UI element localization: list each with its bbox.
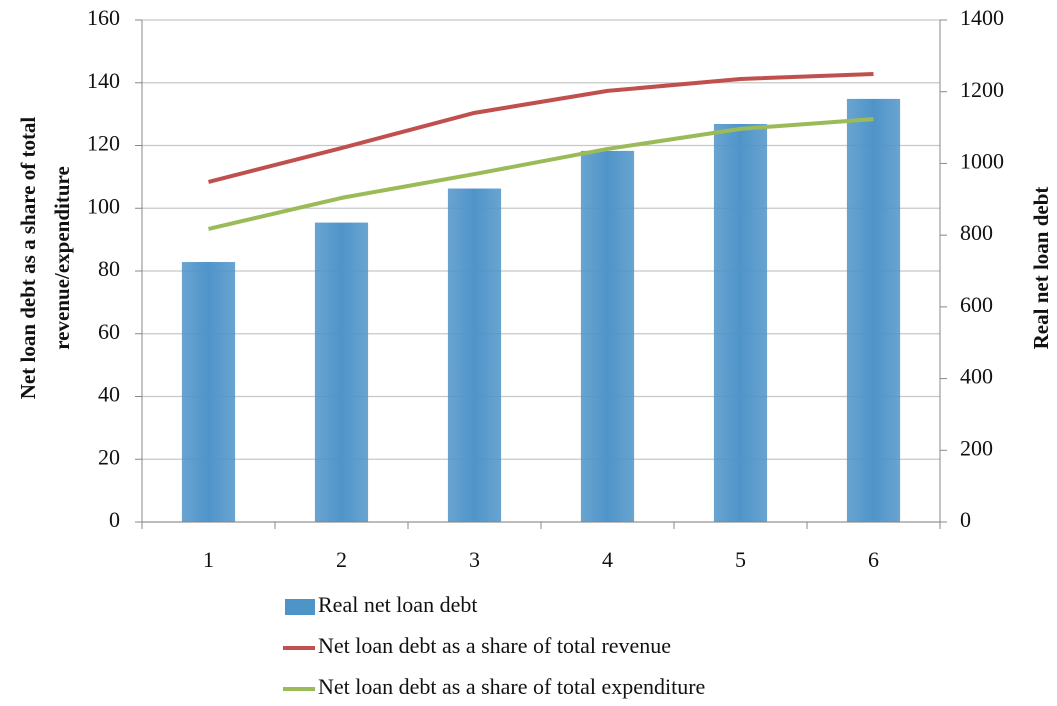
y-tick-label: 40 — [98, 382, 120, 407]
y-tick-label: 60 — [98, 319, 120, 344]
y2-tick-label: 0 — [960, 507, 971, 532]
x-tick-label: 2 — [336, 547, 347, 572]
bar — [580, 150, 635, 522]
y-tick-label: 80 — [98, 256, 120, 281]
legend-label: Net loan debt as a share of total expend… — [318, 674, 705, 699]
y2-tick-label: 400 — [960, 364, 993, 389]
y2-tick-label: 800 — [960, 220, 993, 245]
x-tick-label: 5 — [735, 547, 746, 572]
y2-tick-label: 600 — [960, 292, 993, 317]
y2-tick-label: 1200 — [960, 77, 1004, 102]
legend-swatch — [285, 599, 315, 615]
y-tick-label: 100 — [87, 193, 120, 218]
legend-label: Real net loan debt — [318, 592, 477, 617]
bar — [181, 262, 236, 522]
legend-label: Net loan debt as a share of total revenu… — [318, 633, 671, 658]
line — [208, 117, 874, 231]
x-tick-label: 4 — [602, 547, 613, 572]
y-axis-title: Net loan debt as a share of total — [16, 117, 40, 400]
line — [208, 71, 874, 184]
y2-axis-title: Real net loan debt — [1029, 187, 1053, 350]
bar — [314, 222, 369, 523]
y2-tick-label: 200 — [960, 435, 993, 460]
y-axis-title: revenue/expenditure — [50, 166, 74, 350]
y2-tick-label: 1000 — [960, 148, 1004, 173]
y-tick-label: 120 — [87, 131, 120, 156]
bar — [713, 123, 768, 522]
x-tick-label: 3 — [469, 547, 480, 572]
y2-tick-label: 1400 — [960, 5, 1004, 30]
y-tick-label: 0 — [109, 507, 120, 532]
y-tick-label: 140 — [87, 68, 120, 93]
y-tick-label: 20 — [98, 444, 120, 469]
y-tick-label: 160 — [87, 5, 120, 30]
x-tick-label: 1 — [203, 547, 214, 572]
bar — [846, 98, 901, 522]
bar — [447, 188, 502, 522]
x-tick-label: 6 — [868, 547, 879, 572]
